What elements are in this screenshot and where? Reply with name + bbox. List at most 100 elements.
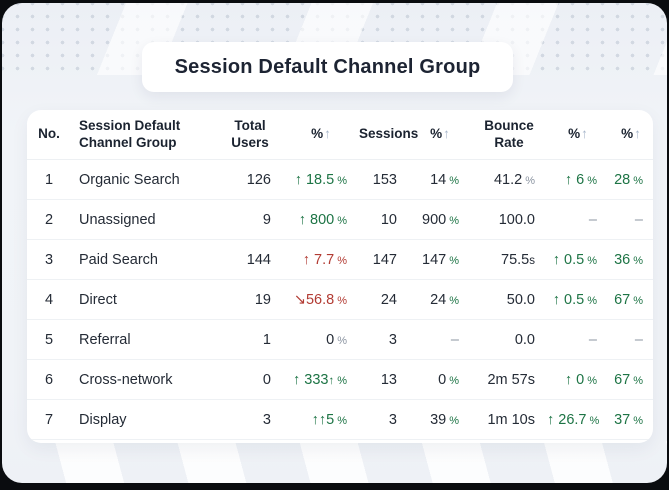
cell-users-change: ↑ 7.7%: [283, 239, 359, 280]
cell-sessions: 147: [359, 239, 409, 280]
title-pill: Session Default Channel Group: [142, 42, 513, 92]
text-segment: %: [337, 374, 347, 387]
text-segment: %: [633, 174, 643, 187]
text-segment: 19: [254, 291, 271, 308]
text-segment: s: [529, 254, 535, 267]
text-segment: –: [634, 331, 643, 348]
text-segment: 6: [44, 371, 54, 388]
diagonal-stripes-bottom: [2, 441, 667, 483]
text-segment: %: [633, 414, 643, 427]
cell-total-users: 126: [217, 159, 283, 200]
text-segment: 3: [44, 251, 54, 268]
cell-no: 1: [27, 159, 71, 200]
text-segment: 3: [262, 411, 271, 428]
text-segment: %: [568, 126, 581, 142]
cell-channel-group: Cross-network: [71, 359, 217, 400]
table-row: 4 Direct 19 ↘56.8% 24 24% 50.0 ↑ 0.5% 67%: [27, 279, 653, 320]
header-bounce-rate: Bounce Rate: [471, 110, 547, 160]
text-segment: %: [337, 254, 347, 267]
header-sessions-change[interactable]: %↑: [409, 110, 471, 160]
text-segment: %: [449, 174, 459, 187]
text-segment: 3: [388, 411, 397, 428]
cell-bounce-change: ↑ 0.5%: [547, 279, 609, 320]
cell-channel-group: Organic Search: [71, 159, 217, 200]
text-segment: 147: [422, 251, 447, 268]
text-segment: 28: [614, 171, 631, 188]
table-body: 1 Organic Search 126 ↑ 18.5% 153 14% 41.2% ↑ 6%…: [27, 159, 653, 440]
header-extra-change[interactable]: %↑: [609, 110, 653, 160]
text-segment: %: [449, 254, 459, 267]
text-segment: Paid Search: [79, 251, 158, 268]
text-segment: 75.5: [501, 251, 530, 268]
cell-bounce-rate: 0.0: [471, 319, 547, 360]
text-segment: 24: [430, 291, 447, 308]
cell-sessions-change: 900%: [409, 199, 471, 240]
cell-users-change: ↑ 18.5%: [283, 159, 359, 200]
cell-sessions-change: 39%: [409, 399, 471, 440]
cell-extra-change: 36%: [609, 239, 653, 280]
text-segment: %: [587, 254, 597, 267]
cell-bounce-rate: 75.5s: [471, 239, 547, 280]
cell-extra-change: 37%: [609, 399, 653, 440]
header-users-change[interactable]: %↑: [283, 110, 359, 160]
cell-bounce-rate: 2m 57s: [471, 359, 547, 400]
cell-channel-group: Unassigned: [71, 199, 217, 240]
text-segment: %: [587, 174, 597, 187]
cell-channel-group: Paid Search: [71, 239, 217, 280]
text-segment: No.: [38, 126, 60, 142]
cell-bounce-rate: 50.0: [471, 279, 547, 320]
text-segment: %: [430, 126, 443, 142]
text-segment: 0: [326, 331, 335, 348]
cell-no: 2: [27, 199, 71, 240]
text-segment: 1: [262, 331, 271, 348]
text-segment: 7: [44, 411, 54, 428]
text-segment: %: [589, 414, 600, 427]
text-segment: –: [634, 211, 643, 228]
cell-bounce-change: ↑ 6%: [547, 159, 609, 200]
cell-sessions-change: –: [409, 319, 471, 360]
cell-users-change: 0%: [283, 319, 359, 360]
channel-group-table-card: No. Session Default Channel Group Total Us…: [27, 110, 653, 443]
text-segment: %: [337, 294, 347, 307]
cell-channel-group: Referral: [71, 319, 217, 360]
cell-sessions: 3: [359, 399, 409, 440]
cell-sessions-change: 0%: [409, 359, 471, 400]
text-segment: 14: [430, 171, 447, 188]
text-segment: 10: [380, 211, 397, 228]
sort-up-arrow-icon: ↑: [443, 126, 450, 142]
text-segment: Bounce Rate: [484, 118, 534, 150]
text-segment: ↑ 0: [564, 371, 585, 388]
cell-bounce-rate: 100.0: [471, 199, 547, 240]
cell-users-change: ↑↑5%: [283, 399, 359, 440]
text-segment: 9: [262, 211, 271, 228]
text-segment: %: [621, 126, 634, 142]
channel-group-table: No. Session Default Channel Group Total Us…: [27, 110, 653, 440]
cell-total-users: 144: [217, 239, 283, 280]
page-title: Session Default Channel Group: [174, 55, 481, 78]
cell-sessions-change: 14%: [409, 159, 471, 200]
cell-extra-change: –: [609, 199, 653, 240]
text-segment: Referral: [79, 331, 131, 348]
cell-channel-group: Direct: [71, 279, 217, 320]
cell-no: 6: [27, 359, 71, 400]
cell-channel-group: Display: [71, 399, 217, 440]
sort-up-arrow-icon: ↑: [581, 126, 588, 142]
text-segment: %: [633, 374, 643, 387]
text-segment: –: [588, 211, 597, 228]
text-segment: %: [449, 214, 459, 227]
table-row: 6 Cross-network 0 ↑ 333↑% 13 0% 2m 57s ↑ 0% 67%: [27, 359, 653, 400]
text-segment: 126: [246, 171, 271, 188]
text-segment: 900: [422, 211, 447, 228]
cell-users-change: ↘56.8%: [283, 279, 359, 320]
header-bounce-change[interactable]: %↑: [547, 110, 609, 160]
text-segment: Total Users: [231, 118, 269, 150]
report-canvas: Session Default Channel Group No. Session…: [2, 3, 667, 483]
cell-sessions: 10: [359, 199, 409, 240]
text-segment: ↑ 26.7: [547, 411, 587, 428]
cell-bounce-change: ↑ 0.5%: [547, 239, 609, 280]
text-segment: 144: [246, 251, 271, 268]
text-segment: –: [588, 331, 597, 348]
text-segment: ↑↑5: [311, 411, 335, 428]
text-segment: 2m 57s: [487, 371, 535, 388]
cell-sessions: 13: [359, 359, 409, 400]
